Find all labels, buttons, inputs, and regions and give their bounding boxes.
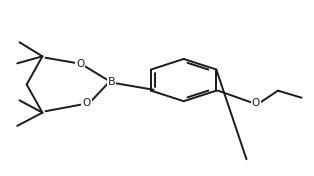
Text: O: O	[252, 98, 260, 108]
Text: O: O	[76, 59, 84, 69]
Text: O: O	[82, 98, 90, 108]
Text: B: B	[108, 77, 115, 87]
